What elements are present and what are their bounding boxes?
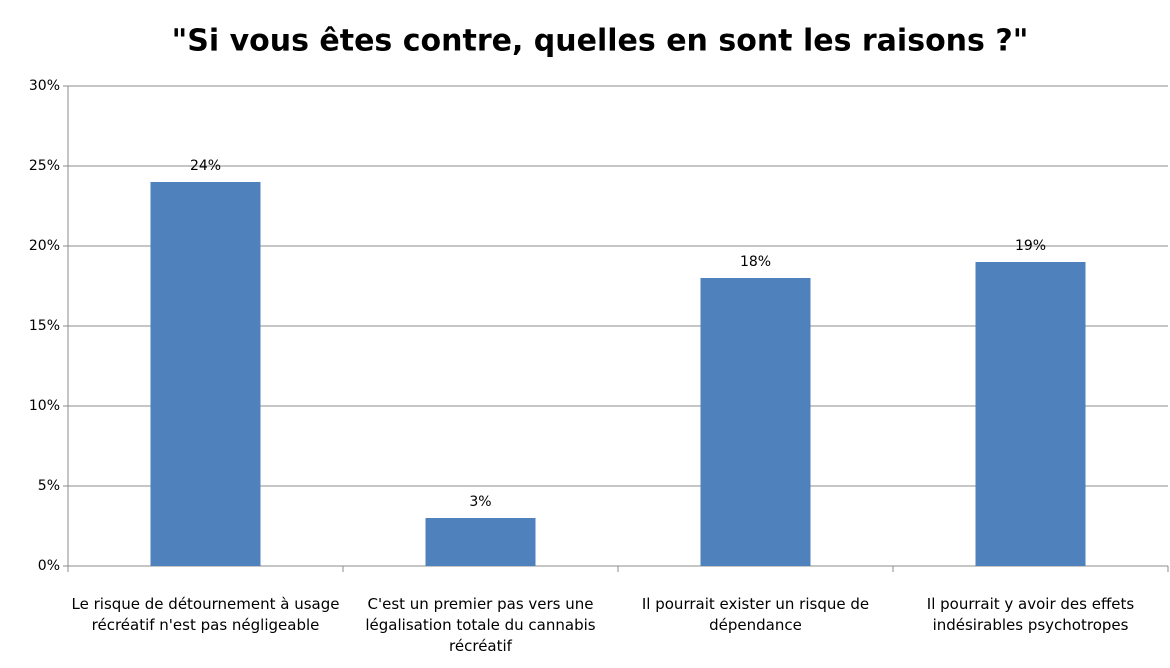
y-tick-label: 30%: [29, 78, 60, 94]
y-tick-label: 0%: [38, 558, 60, 574]
data-label: 24%: [190, 158, 221, 174]
y-tick-label: 25%: [29, 158, 60, 174]
data-label: 19%: [1015, 238, 1046, 254]
bar: [425, 518, 536, 566]
x-tick-label: C'est un premier pas vers une légalisati…: [365, 595, 596, 655]
x-tick-label: Le risque de détournement à usage récréa…: [71, 595, 340, 634]
x-tick-label: Il pourrait exister un risque de dépenda…: [641, 595, 870, 634]
y-tick-label: 5%: [38, 478, 60, 494]
y-tick-label: 10%: [29, 398, 60, 414]
bar: [975, 262, 1086, 566]
chart-title: "Si vous êtes contre, quelles en sont le…: [172, 24, 1029, 59]
bar: [700, 278, 811, 566]
y-tick-label: 15%: [29, 318, 60, 334]
data-label: 3%: [469, 494, 491, 510]
y-tick-label: 20%: [29, 238, 60, 254]
x-tick-label: Il pourrait y avoir des effets indésirab…: [926, 595, 1135, 634]
data-label: 18%: [740, 254, 771, 270]
bar: [150, 182, 261, 566]
